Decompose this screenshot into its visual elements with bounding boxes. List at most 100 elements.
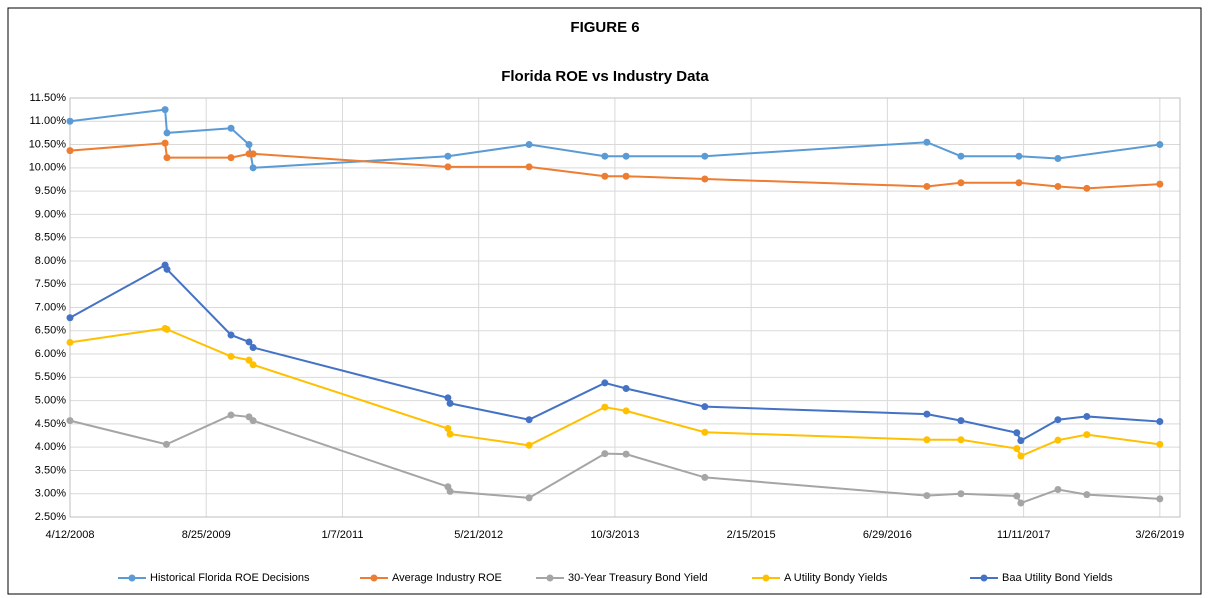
data-point xyxy=(249,344,257,352)
x-tick-label: 11/11/2017 xyxy=(997,529,1050,541)
data-point xyxy=(1083,412,1091,420)
y-tick-label: 6.00% xyxy=(35,348,66,360)
y-tick-label: 3.50% xyxy=(35,464,66,476)
data-point xyxy=(957,490,965,498)
data-point xyxy=(444,394,452,402)
legend-marker xyxy=(546,574,554,582)
data-point xyxy=(957,152,965,160)
data-point xyxy=(444,425,452,433)
y-tick-label: 6.50% xyxy=(35,325,66,337)
y-tick-label: 4.50% xyxy=(35,418,66,430)
data-point xyxy=(446,487,454,495)
data-point xyxy=(249,417,257,425)
data-point xyxy=(1156,141,1164,149)
y-tick-label: 7.50% xyxy=(35,278,66,290)
data-point xyxy=(227,352,235,360)
data-point xyxy=(66,147,74,155)
data-point xyxy=(227,411,235,419)
x-tick-label: 6/29/2016 xyxy=(863,529,912,541)
data-point xyxy=(163,129,171,137)
legend-marker xyxy=(980,574,988,582)
data-point xyxy=(701,152,709,160)
data-point xyxy=(227,154,235,162)
data-point xyxy=(446,399,454,407)
x-tick-label: 8/25/2009 xyxy=(182,529,231,541)
data-point xyxy=(163,325,171,333)
y-tick-label: 8.50% xyxy=(35,232,66,244)
data-point xyxy=(1083,431,1091,439)
y-tick-label: 11.00% xyxy=(30,115,67,127)
y-tick-label: 5.50% xyxy=(35,371,66,383)
data-point xyxy=(66,117,74,125)
legend-label: Historical Florida ROE Decisions xyxy=(150,572,310,584)
data-point xyxy=(622,450,630,458)
data-point xyxy=(1017,499,1025,507)
data-point xyxy=(923,182,931,190)
x-tick-label: 5/21/2012 xyxy=(454,529,503,541)
legend-label: Average Industry ROE xyxy=(392,572,502,584)
legend-label: 30-Year Treasury Bond Yield xyxy=(568,572,708,584)
data-point xyxy=(161,139,169,147)
data-point xyxy=(161,106,169,114)
data-point xyxy=(1013,492,1021,500)
x-tick-label: 10/3/2013 xyxy=(590,529,639,541)
chart-title: FIGURE 6 xyxy=(570,19,639,36)
data-point xyxy=(446,430,454,438)
data-point xyxy=(66,314,74,322)
data-point xyxy=(66,417,74,425)
data-point xyxy=(622,385,630,393)
data-point xyxy=(1083,184,1091,192)
data-point xyxy=(227,124,235,132)
data-point xyxy=(1013,429,1021,437)
data-point xyxy=(525,441,533,449)
data-point xyxy=(1015,179,1023,187)
data-point xyxy=(66,338,74,346)
data-point xyxy=(957,436,965,444)
data-point xyxy=(163,154,171,162)
data-point xyxy=(1083,491,1091,499)
y-tick-label: 3.00% xyxy=(35,488,66,500)
y-tick-label: 11.50% xyxy=(30,92,67,104)
data-point xyxy=(701,428,709,436)
y-tick-label: 9.50% xyxy=(35,185,66,197)
data-point xyxy=(701,403,709,411)
data-point xyxy=(923,410,931,418)
y-tick-label: 10.50% xyxy=(29,138,67,150)
data-point xyxy=(923,138,931,146)
data-point xyxy=(1156,180,1164,188)
x-tick-label: 3/26/2019 xyxy=(1135,529,1184,541)
x-tick-label: 4/12/2008 xyxy=(46,529,95,541)
y-tick-label: 10.00% xyxy=(29,162,67,174)
legend-label: A Utility Bondy Yields xyxy=(784,572,888,584)
data-point xyxy=(163,265,171,273)
data-point xyxy=(923,492,931,500)
data-point xyxy=(227,331,235,339)
data-point xyxy=(1156,495,1164,503)
data-point xyxy=(249,164,257,172)
y-tick-label: 4.00% xyxy=(35,441,66,453)
data-point xyxy=(1017,437,1025,445)
data-point xyxy=(1156,418,1164,426)
data-point xyxy=(525,141,533,149)
data-point xyxy=(622,152,630,160)
data-point xyxy=(525,416,533,424)
data-point xyxy=(957,179,965,187)
data-point xyxy=(249,150,257,158)
data-point xyxy=(622,172,630,180)
data-point xyxy=(162,440,170,448)
y-tick-label: 9.00% xyxy=(35,208,66,220)
data-point xyxy=(701,473,709,481)
x-tick-label: 2/15/2015 xyxy=(727,529,776,541)
data-point xyxy=(1015,152,1023,160)
data-point xyxy=(1054,155,1062,163)
legend-marker xyxy=(128,574,136,582)
data-point xyxy=(601,379,609,387)
data-point xyxy=(245,338,253,346)
data-point xyxy=(1054,182,1062,190)
y-tick-label: 8.00% xyxy=(35,255,66,267)
y-tick-label: 5.00% xyxy=(35,395,66,407)
data-point xyxy=(249,361,257,369)
legend-label: Baa Utility Bond Yields xyxy=(1002,572,1113,584)
data-point xyxy=(622,407,630,415)
